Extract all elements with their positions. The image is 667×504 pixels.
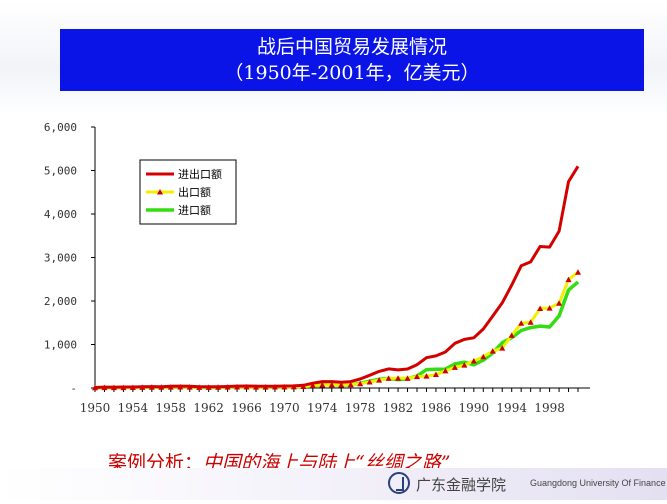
data-point bbox=[508, 332, 515, 338]
y-tick-label: 1,000 bbox=[44, 339, 77, 352]
data-point bbox=[480, 353, 487, 360]
x-tick-label: 1982 bbox=[383, 401, 414, 415]
data-point bbox=[489, 348, 496, 354]
x-tick-label: 1974 bbox=[307, 401, 338, 415]
y-tick-label: - bbox=[70, 382, 77, 395]
data-point bbox=[537, 305, 544, 311]
data-point bbox=[404, 375, 411, 381]
data-point bbox=[432, 371, 439, 378]
data-point bbox=[376, 377, 383, 383]
data-point bbox=[319, 381, 326, 388]
title-box: 战后中国贸易发展情况 （1950年-2001年，亿美元） bbox=[60, 29, 644, 91]
x-tick-label: 1954 bbox=[118, 401, 149, 415]
series-line bbox=[95, 271, 579, 390]
x-tick-label: 1998 bbox=[534, 401, 565, 415]
data-point bbox=[565, 276, 572, 283]
y-tick-label: 5,000 bbox=[44, 165, 77, 178]
data-point bbox=[347, 381, 354, 388]
x-tick-label: 1994 bbox=[496, 401, 527, 415]
y-tick-label: 6,000 bbox=[44, 121, 77, 134]
y-tick-label: 2,000 bbox=[44, 295, 77, 308]
slide-title: 战后中国贸易发展情况 bbox=[256, 36, 447, 58]
footer-bar bbox=[0, 468, 667, 500]
data-point bbox=[546, 305, 553, 311]
data-point bbox=[366, 379, 373, 385]
data-point bbox=[527, 319, 534, 325]
slide-subtitle-units: （1950年-2001年，亿美元） bbox=[224, 62, 480, 84]
x-tick-label: 1978 bbox=[345, 401, 376, 415]
x-tick-label: 1966 bbox=[231, 401, 262, 415]
data-point bbox=[328, 381, 335, 388]
school-name-cn: 广东金融学院 bbox=[416, 476, 507, 494]
data-point bbox=[499, 345, 506, 351]
data-point bbox=[556, 300, 563, 306]
x-tick-label: 1950 bbox=[80, 401, 111, 415]
data-point bbox=[518, 320, 525, 326]
data-point bbox=[357, 380, 364, 387]
x-tick-label: 1990 bbox=[459, 401, 490, 415]
data-point bbox=[385, 375, 392, 381]
data-point bbox=[414, 373, 420, 380]
legend-label: 进出口额 bbox=[178, 167, 222, 181]
legend-label: 出口额 bbox=[178, 185, 211, 199]
legend-marker bbox=[157, 189, 163, 195]
y-tick-label: 3,000 bbox=[44, 252, 77, 265]
data-point bbox=[338, 381, 345, 388]
data-point bbox=[451, 364, 458, 370]
university-logo-icon bbox=[388, 472, 410, 494]
data-point bbox=[423, 373, 430, 379]
data-point bbox=[309, 382, 316, 388]
data-point bbox=[461, 362, 468, 368]
x-tick-label: 1970 bbox=[269, 401, 300, 415]
data-point bbox=[575, 269, 581, 275]
legend-label: 进口额 bbox=[178, 204, 211, 217]
data-point bbox=[395, 375, 402, 381]
x-tick-label: 1962 bbox=[193, 401, 224, 415]
data-point bbox=[442, 367, 449, 374]
x-tick-label: 1958 bbox=[155, 401, 186, 415]
data-point bbox=[470, 357, 477, 364]
y-tick-label: 4,000 bbox=[44, 208, 77, 221]
x-tick-label: 1986 bbox=[421, 401, 452, 415]
school-name-en: Guangdong University Of Finance bbox=[530, 478, 666, 488]
series-line bbox=[94, 165, 580, 389]
